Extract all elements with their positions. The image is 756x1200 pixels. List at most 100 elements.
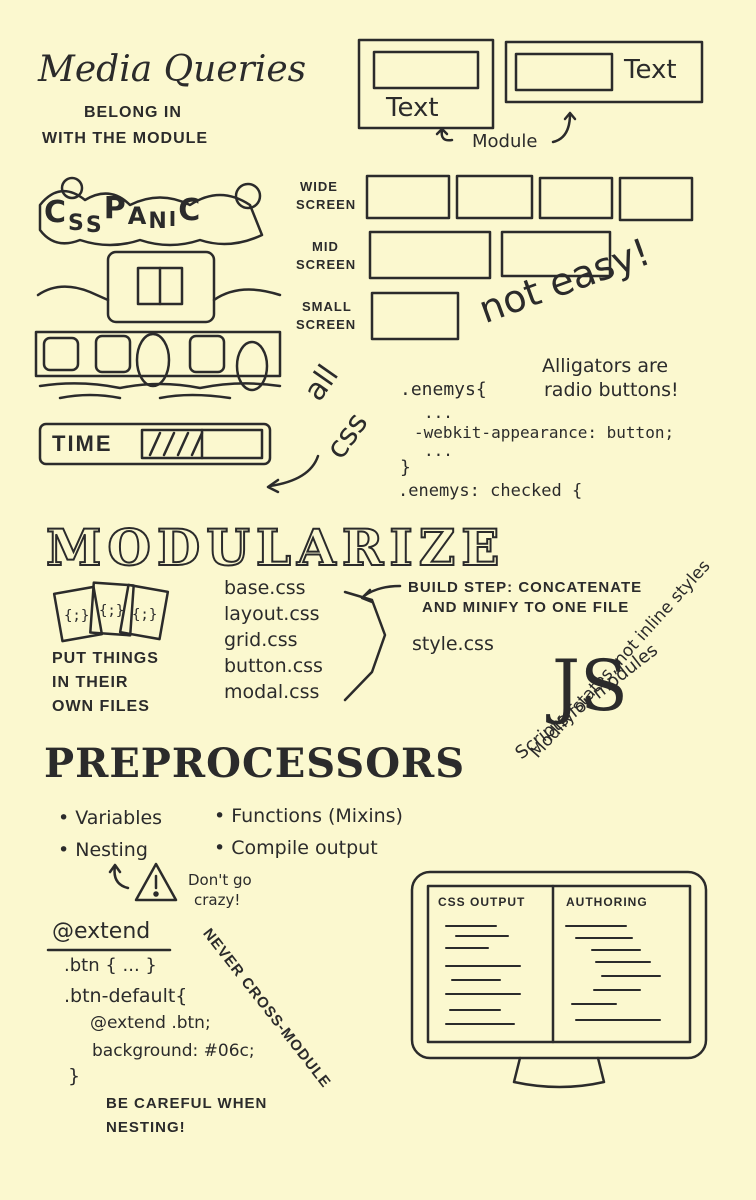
extend-line-5: } <box>68 1065 81 1087</box>
module-box-text-right: Text <box>624 55 677 85</box>
code-line-4: ... <box>424 441 453 460</box>
extend-line-4: background: #06c; <box>92 1041 255 1061</box>
put-things-line-1: PUT THINGS <box>52 650 159 667</box>
file-list-item: grid.css <box>224 629 298 651</box>
wide-box-1 <box>365 174 451 220</box>
file-list-item: modal.css <box>224 681 320 703</box>
mid-label-2: SCREEN <box>296 257 357 272</box>
build-step-line-1: BUILD STEP: CONCATENATE <box>408 579 643 596</box>
code-line-5: } <box>400 457 411 478</box>
code-line-3: -webkit-appearance: button; <box>414 423 675 442</box>
modularize-title: MODULARIZE <box>45 518 506 577</box>
game-character-1 <box>135 332 171 388</box>
game-house <box>106 250 216 324</box>
wide-label-2: SCREEN <box>296 197 357 212</box>
svg-text:{;}: {;} <box>64 608 89 624</box>
game-character-2 <box>235 340 269 392</box>
module-label: Module <box>472 131 538 152</box>
build-step-line-2: AND MINIFY TO ONE FILE <box>422 599 630 616</box>
mid-box-2 <box>500 230 612 278</box>
extend-line-2: .btn-default{ <box>64 985 188 1007</box>
logo-letter: C <box>44 195 67 230</box>
all-css-arrow <box>268 454 320 488</box>
nesting-arrow <box>113 864 130 890</box>
time-bar-hatch <box>190 431 204 457</box>
mid-box-1 <box>368 230 492 280</box>
time-bar-hatch <box>162 431 176 457</box>
time-bar-hatch <box>148 431 162 457</box>
small-box-1 <box>370 291 460 341</box>
small-label-1: SMALL <box>302 299 352 314</box>
alligators-line-1: Alligators are <box>542 355 669 377</box>
module-inner-box-left <box>372 50 480 90</box>
game-water-line <box>38 382 282 390</box>
warning-line-2: crazy! <box>194 891 241 909</box>
wide-label-1: WIDE <box>300 179 338 194</box>
wide-box-3 <box>538 176 614 220</box>
logo-letter: C <box>178 193 201 228</box>
monitor-frame <box>410 870 708 1060</box>
bullet-functions: • Functions (Mixins) <box>214 805 403 827</box>
warning-line-1: Don't go <box>188 871 252 889</box>
game-bushes-right <box>212 288 282 302</box>
media-queries-subtitle-2: WITH THE MODULE <box>42 130 209 147</box>
bullet-functions-text: Functions (Mixins) <box>231 805 403 827</box>
logo-letter: N <box>148 209 167 234</box>
code-line-2: ... <box>424 403 453 422</box>
file-list-item: base.css <box>224 577 306 599</box>
wide-box-2 <box>455 174 534 220</box>
module-arrow-right <box>551 112 572 144</box>
bullet-variables: • Variables <box>58 807 163 829</box>
js-logo: JS <box>552 645 629 727</box>
preprocessors-title: PREPROCESSORS <box>44 740 466 787</box>
module-inner-box-right <box>514 52 614 92</box>
style-css-output: style.css <box>412 633 494 655</box>
bullet-variables-text: Variables <box>75 807 163 829</box>
concatenate-bracket <box>343 590 387 702</box>
media-queries-title: Media Queries <box>38 49 307 90</box>
game-alligator-1 <box>42 336 80 372</box>
game-alligator-3 <box>188 334 226 374</box>
frog-left <box>60 176 84 200</box>
time-bar-hatch <box>176 431 190 457</box>
monitor-stand <box>512 1056 606 1089</box>
careful-line-2: NESTING! <box>106 1119 186 1136</box>
module-box-text-left: Text <box>386 93 439 123</box>
wide-box-4 <box>618 176 694 222</box>
alligators-line-2: radio buttons! <box>544 379 679 401</box>
logo-letter: S <box>85 213 102 238</box>
mid-label-1: MID <box>312 239 339 254</box>
logo-letter: A <box>127 202 147 230</box>
logo-letter: I <box>168 207 177 231</box>
code-line-6: .enemys: checked { <box>398 481 583 501</box>
monitor-screen <box>426 884 692 1044</box>
careful-line-1: BE CAREFUL WHEN <box>106 1095 268 1112</box>
small-label-2: SCREEN <box>296 317 357 332</box>
time-label: TIME <box>52 431 113 456</box>
logo-letter: S <box>68 211 84 236</box>
game-bushes-left <box>36 285 110 302</box>
bullet-compile: • Compile output <box>214 837 378 859</box>
extend-line-1: .btn { ... } <box>64 955 157 976</box>
module-arrow-left <box>440 128 454 142</box>
put-things-line-2: IN THEIR <box>52 674 129 691</box>
bullet-nesting-text: Nesting <box>75 839 148 861</box>
time-bar-fill <box>148 428 204 460</box>
css-panic-logo-outline <box>38 190 264 247</box>
svg-text:{;}: {;} <box>132 607 157 623</box>
code-line-1: .enemys{ <box>400 379 487 400</box>
time-bar-frame <box>38 422 272 466</box>
frog-right <box>234 182 262 210</box>
extend-line-3: @extend .btn; <box>90 1013 211 1033</box>
media-queries-subtitle-1: BELONG IN <box>84 104 182 121</box>
warning-icon <box>134 862 178 902</box>
svg-text:{;}: {;} <box>99 603 124 619</box>
file-list-item: layout.css <box>224 603 320 625</box>
files-icon: {;} {;} {;} <box>52 581 170 643</box>
monitor-code-lines-right <box>565 925 661 1021</box>
monitor-left-title: CSS OUTPUT <box>438 895 526 909</box>
extend-title: @extend <box>52 919 151 944</box>
game-alligator-2 <box>94 334 132 374</box>
